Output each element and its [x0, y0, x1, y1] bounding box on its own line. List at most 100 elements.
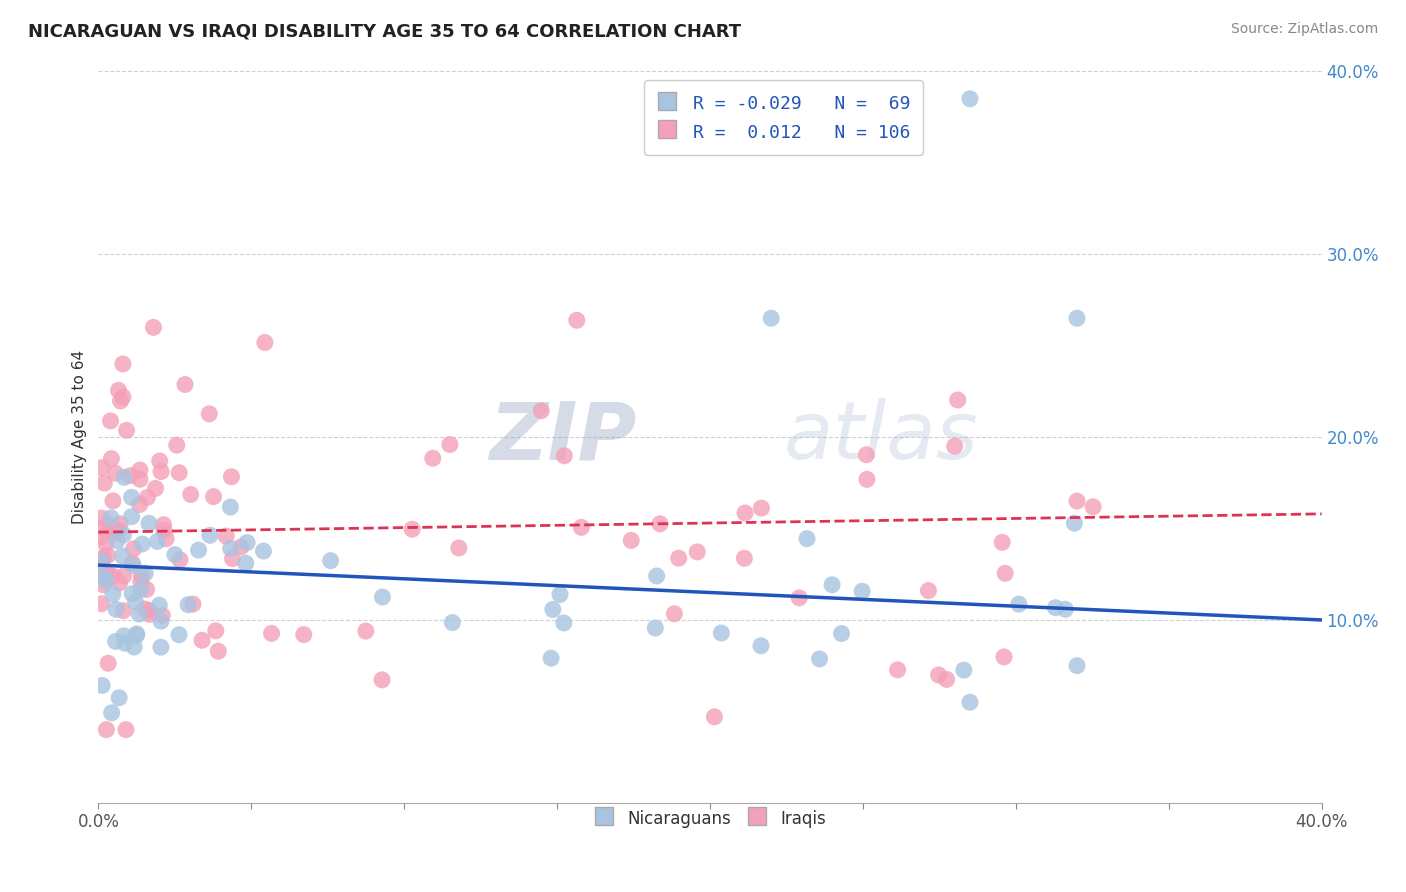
- Point: [138, 607, 160, 622]
- Point: [129, 574, 152, 589]
- Y-axis label: Disability Age 35 to 64: Disability Age 35 to 64: [72, 350, 87, 524]
- Point: [541, 602, 564, 616]
- Point: [733, 551, 755, 566]
- Point: [856, 472, 879, 486]
- Point: [91, 570, 114, 584]
- Point: [93, 550, 115, 565]
- Point: [107, 384, 129, 398]
- Point: [153, 523, 176, 537]
- Point: [645, 569, 668, 583]
- Point: [751, 501, 773, 516]
- Point: [129, 472, 152, 486]
- Point: [112, 604, 135, 618]
- Point: [97, 657, 120, 671]
- Point: [100, 451, 122, 466]
- Point: [808, 652, 831, 666]
- Point: [207, 644, 229, 658]
- Point: [759, 311, 782, 326]
- Point: [111, 390, 134, 404]
- Point: [886, 663, 908, 677]
- Point: [122, 541, 145, 556]
- Text: atlas: atlas: [783, 398, 979, 476]
- Point: [152, 517, 174, 532]
- Point: [129, 463, 152, 477]
- Point: [149, 640, 172, 655]
- Point: [110, 516, 132, 531]
- Point: [112, 527, 135, 541]
- Point: [749, 639, 772, 653]
- Point: [90, 554, 112, 568]
- Point: [959, 92, 981, 106]
- Legend: Nicaraguans, Iraqis: Nicaraguans, Iraqis: [586, 802, 834, 835]
- Point: [124, 595, 146, 609]
- Point: [668, 551, 690, 566]
- Point: [796, 532, 818, 546]
- Point: [260, 626, 283, 640]
- Point: [103, 522, 125, 536]
- Point: [180, 487, 202, 501]
- Point: [134, 566, 156, 581]
- Point: [121, 491, 143, 505]
- Point: [105, 602, 128, 616]
- Point: [221, 551, 243, 566]
- Point: [565, 313, 588, 327]
- Point: [422, 451, 444, 466]
- Point: [104, 526, 127, 541]
- Point: [142, 320, 165, 334]
- Point: [98, 517, 121, 532]
- Point: [112, 470, 135, 484]
- Point: [946, 392, 969, 407]
- Point: [121, 509, 143, 524]
- Point: [953, 663, 976, 677]
- Point: [204, 624, 226, 638]
- Point: [371, 673, 394, 687]
- Point: [202, 490, 225, 504]
- Point: [94, 537, 117, 551]
- Point: [236, 535, 259, 549]
- Point: [1045, 600, 1067, 615]
- Text: NICARAGUAN VS IRAQI DISABILITY AGE 35 TO 64 CORRELATION CHART: NICARAGUAN VS IRAQI DISABILITY AGE 35 TO…: [28, 22, 741, 40]
- Point: [146, 534, 169, 549]
- Point: [935, 673, 957, 687]
- Point: [569, 520, 592, 534]
- Point: [167, 628, 190, 642]
- Point: [108, 576, 131, 591]
- Point: [134, 602, 156, 616]
- Point: [928, 668, 950, 682]
- Point: [111, 357, 134, 371]
- Text: ZIP: ZIP: [489, 398, 637, 476]
- Point: [121, 587, 143, 601]
- Point: [90, 511, 112, 525]
- Point: [292, 627, 315, 641]
- Point: [319, 554, 342, 568]
- Point: [401, 522, 423, 536]
- Point: [136, 491, 159, 505]
- Point: [108, 524, 131, 538]
- Point: [1008, 597, 1031, 611]
- Point: [128, 607, 150, 621]
- Point: [100, 414, 122, 428]
- Point: [821, 578, 844, 592]
- Point: [90, 597, 112, 611]
- Point: [100, 706, 122, 720]
- Point: [155, 532, 177, 546]
- Point: [187, 543, 209, 558]
- Point: [710, 626, 733, 640]
- Point: [115, 423, 138, 437]
- Point: [105, 533, 128, 548]
- Point: [129, 582, 152, 597]
- Point: [229, 540, 252, 554]
- Point: [97, 567, 120, 582]
- Point: [1063, 516, 1085, 531]
- Point: [135, 582, 157, 597]
- Point: [101, 587, 124, 601]
- Point: [235, 556, 257, 570]
- Point: [169, 553, 191, 567]
- Point: [1081, 500, 1104, 514]
- Point: [177, 598, 200, 612]
- Point: [122, 558, 145, 573]
- Point: [128, 498, 150, 512]
- Point: [371, 590, 394, 604]
- Point: [215, 529, 238, 543]
- Point: [644, 621, 666, 635]
